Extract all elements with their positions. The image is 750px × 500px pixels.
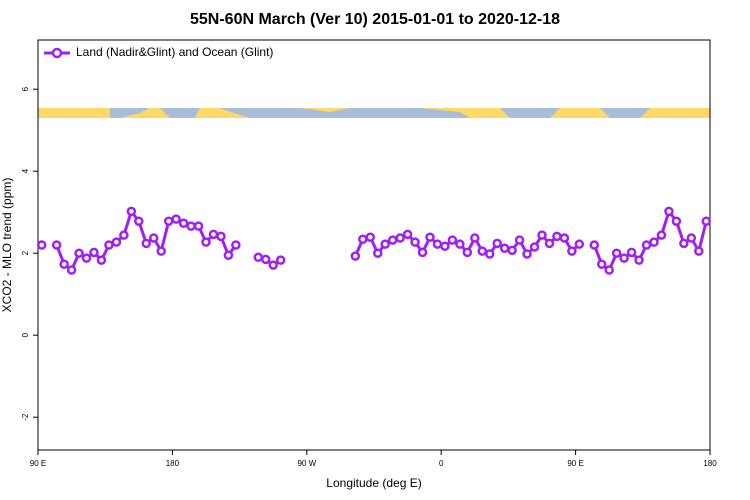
data-point xyxy=(253,252,264,263)
data-point xyxy=(66,265,77,275)
data-point xyxy=(171,214,181,224)
data-point xyxy=(522,249,532,259)
data-point xyxy=(275,255,286,265)
data-point xyxy=(186,221,196,231)
y-axis-label: XCO2 - MLO trend (ppm) xyxy=(0,178,14,313)
y-tick-label: 6 xyxy=(21,86,30,91)
data-point xyxy=(686,233,697,243)
data-point xyxy=(208,229,219,240)
x-tick-label: 180 xyxy=(703,459,717,468)
x-axis-label: Longitude (deg E) xyxy=(326,476,421,490)
data-point xyxy=(611,248,622,258)
y-tick-label: 2 xyxy=(21,250,30,255)
data-point xyxy=(365,232,376,242)
data-point xyxy=(470,233,480,243)
legend-marker xyxy=(51,47,63,59)
data-point xyxy=(634,255,644,265)
data-point xyxy=(387,235,398,245)
data-point xyxy=(671,216,682,226)
data-point xyxy=(492,238,502,249)
legend-label: Land (Nadir&Glint) and Ocean (Glint) xyxy=(76,45,273,59)
data-point xyxy=(193,221,204,231)
data-point xyxy=(649,237,659,247)
x-tick-label: 90 E xyxy=(567,459,583,468)
y-tick-label: -2 xyxy=(21,413,30,421)
data-point xyxy=(380,239,390,249)
data-point xyxy=(574,239,585,249)
data-point xyxy=(74,248,84,258)
data-point xyxy=(507,245,517,256)
data-point xyxy=(126,206,137,217)
data-point xyxy=(410,237,420,247)
data-point xyxy=(462,247,473,258)
data-point xyxy=(119,230,129,240)
data-point xyxy=(425,232,435,242)
data-point xyxy=(656,230,667,240)
data-point xyxy=(499,243,510,254)
data-point xyxy=(372,248,383,258)
x-tick-label: 0 xyxy=(439,459,444,468)
data-point xyxy=(178,218,189,229)
data-point xyxy=(350,251,361,261)
data-point xyxy=(89,247,99,258)
data-point xyxy=(694,246,704,256)
data-point xyxy=(111,237,122,247)
data-point xyxy=(619,253,629,263)
data-point xyxy=(626,247,637,258)
data-point xyxy=(552,231,562,242)
data-point xyxy=(156,246,166,256)
x-tick-label: 180 xyxy=(166,459,180,468)
data-point xyxy=(440,241,450,251)
data-point xyxy=(268,260,278,270)
data-point xyxy=(589,240,600,250)
data-point xyxy=(51,240,62,250)
data-point xyxy=(432,239,443,249)
data-point xyxy=(81,253,92,263)
y-tick-label: 0 xyxy=(21,332,30,337)
data-point xyxy=(679,238,689,249)
data-point xyxy=(537,230,547,240)
data-point xyxy=(701,216,712,226)
data-point xyxy=(96,255,107,265)
data-point xyxy=(514,235,525,245)
data-point xyxy=(231,240,241,250)
data-point xyxy=(477,246,488,256)
data-point xyxy=(559,233,570,243)
y-tick-label: 4 xyxy=(21,168,30,173)
data-point xyxy=(567,246,577,256)
data-point xyxy=(641,240,652,250)
data-point xyxy=(447,235,458,245)
data-point xyxy=(395,233,405,243)
data-point xyxy=(104,240,114,250)
data-point xyxy=(141,238,152,249)
data-point xyxy=(664,206,674,217)
data-point xyxy=(529,242,540,252)
data-point xyxy=(402,229,413,240)
data-point xyxy=(604,265,614,275)
data-point xyxy=(163,216,174,226)
data-point xyxy=(134,216,144,226)
data-point xyxy=(201,237,211,247)
chart-title: 55N-60N March (Ver 10) 2015-01-01 to 202… xyxy=(190,11,560,28)
data-point xyxy=(544,238,555,249)
data-point xyxy=(148,233,159,243)
ocean-patches xyxy=(110,108,650,118)
data-point xyxy=(260,254,271,265)
data-point xyxy=(223,250,234,260)
data-point xyxy=(216,231,226,242)
data-point xyxy=(358,234,368,245)
data-point xyxy=(484,249,495,259)
data-point xyxy=(36,240,47,250)
x-tick-label: 90 W xyxy=(297,459,316,468)
data-point xyxy=(59,259,69,270)
map-strip xyxy=(38,108,710,118)
data-point xyxy=(455,239,465,249)
data-point xyxy=(417,247,428,258)
x-tick-label: 90 E xyxy=(30,459,46,468)
data-point xyxy=(596,259,607,270)
